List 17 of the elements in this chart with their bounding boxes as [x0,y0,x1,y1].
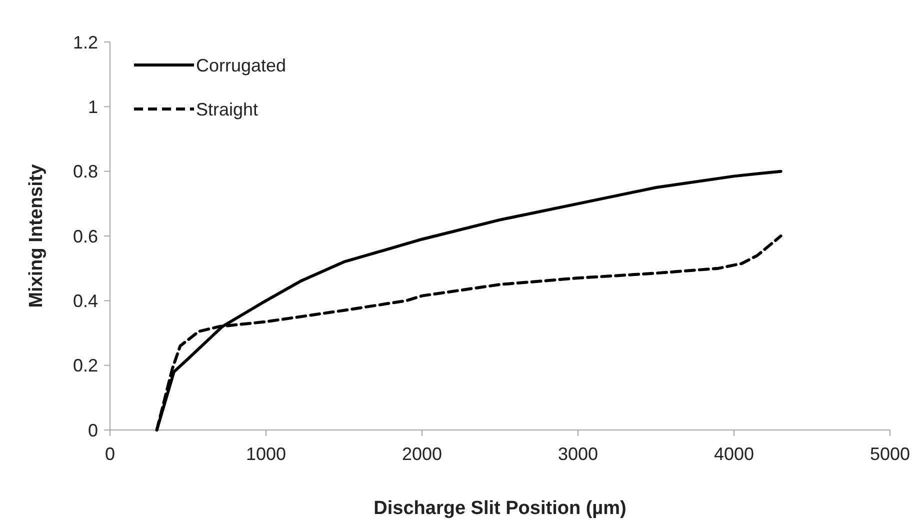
legend-label: Corrugated [196,55,286,76]
legend-label: Straight [196,99,258,120]
y-tick-label: 0.8 [72,162,98,182]
x-tick-label: 1000 [246,444,286,464]
x-tick-label: 2000 [402,444,442,464]
x-tick-label: 0 [104,444,116,464]
y-tick-label: 1 [88,96,98,117]
y-tick-label: 0.6 [72,226,98,246]
y-tick-label: 0.4 [72,290,98,311]
x-axis-title: Discharge Slit Position (µm) [374,498,626,519]
y-tick-label: 0 [88,420,98,440]
x-tick-label: 4000 [714,444,754,464]
x-tick-label: 3000 [558,444,598,464]
y-tick-label: 1.2 [72,32,98,52]
x-tick-label: 5000 [870,444,910,464]
y-tick-label: 0.2 [72,356,98,376]
y-axis-title: Mixing Intensity [26,164,47,308]
